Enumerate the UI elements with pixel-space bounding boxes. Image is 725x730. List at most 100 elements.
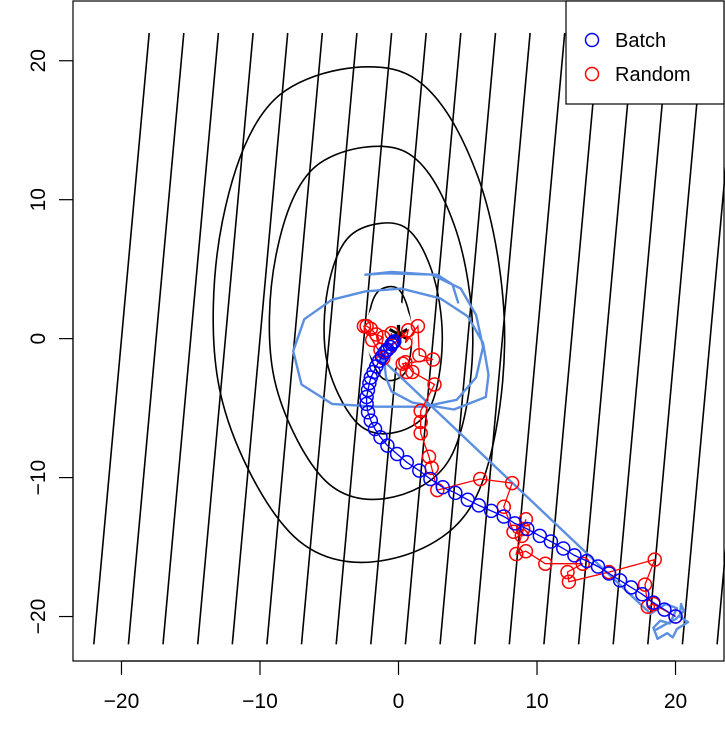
x-tick-label-2: 0 [393,690,405,713]
random-point-12 [508,546,524,562]
random-point-35 [400,323,416,338]
trace-line-layer [292,270,690,640]
legend-label-batch: Batch [615,30,666,52]
y-tick-label-2: 0 [27,333,50,345]
batch-point-31 [359,396,374,412]
contour-line-6 [266,32,324,645]
trace-line [292,270,690,640]
batch-point-1 [668,609,683,624]
random-point-5 [647,552,662,567]
random-point-32 [412,348,427,363]
contour-line-8 [335,32,393,645]
batch-point-28 [367,421,383,437]
batch-point-9 [579,553,595,569]
contour-line-14 [543,32,601,645]
batch-point-20 [448,485,463,501]
random-point-17 [496,499,512,515]
batch-point-10 [567,548,582,563]
random-point-24 [413,414,428,430]
legend-marker-batch [584,32,600,48]
batch-point-44 [385,335,401,351]
random-point-10 [538,556,553,571]
batch-point-16 [496,509,512,524]
batch-point-14 [520,521,535,537]
legend: Batch Random [565,0,725,105]
batch-point-23 [412,463,427,478]
batch-point-5 [623,580,639,595]
contour-line-18 [681,166,725,645]
x-tick-label-4: 20 [664,690,687,713]
contour-line-10 [404,32,462,645]
random-point-27 [405,364,420,380]
contour-line-5 [231,32,289,645]
contour-ring-4 [212,66,506,564]
random-point-26 [427,377,442,392]
random-point-25 [413,403,428,419]
batch-path [365,340,676,618]
random-point-42 [356,318,372,334]
batch-point-30 [360,405,376,420]
batch-point-13 [532,528,548,544]
batch-point-2 [657,602,672,617]
batch-point-15 [507,516,523,531]
random-point-18 [504,475,520,491]
y-tick-label-4: 20 [27,49,50,72]
contour-line-4 [196,32,254,645]
contour-line-15 [577,32,635,645]
random-point-45 [384,325,399,341]
batch-point-17 [484,503,499,519]
random-point-16 [506,524,521,540]
y-axis: −20 −10 0 10 20 [27,49,74,635]
legend-marker-random [584,66,600,82]
x-axis: −20 −10 0 10 20 [104,660,687,713]
x-tick-label-0: −20 [104,690,140,713]
contour-line-2 [127,32,185,645]
y-tick-label-1: −10 [27,460,50,496]
batch-point-43 [384,336,399,352]
contour-line-12 [473,32,531,645]
contour-line-11 [439,32,497,645]
batch-point-32 [359,389,374,405]
random-point-30 [395,356,410,371]
batch-point-6 [612,573,628,588]
legend-box [565,0,725,105]
contour-line-13 [508,32,566,645]
batch-point-22 [423,471,438,487]
batch-point-45 [387,334,402,349]
legend-label-random: Random [615,64,691,86]
batch-point-24 [399,455,415,470]
y-tick-label-0: −20 [27,599,50,635]
random-point-4 [637,577,653,592]
contour-line-16 [612,32,670,645]
x-tick-label-3: 10 [525,690,548,713]
contour-line-7 [300,32,358,645]
random-point-29 [399,364,415,380]
random-point-31 [425,352,441,367]
contour-line-3 [162,32,220,645]
batch-series-layer [359,334,683,624]
random-point-23 [413,425,428,441]
random-point-19 [472,471,488,487]
random-point-7 [561,574,577,590]
random-point-11 [518,543,534,559]
random-point-33 [410,318,426,334]
batch-point-4 [635,587,650,602]
random-point-22 [421,449,437,464]
batch-point-3 [646,595,661,610]
contour-line-17 [647,32,704,645]
x-tick-label-1: −10 [242,690,278,713]
random-point-43 [364,332,380,348]
batch-point-7 [601,566,617,581]
random-point-8 [560,564,575,580]
random-point-40 [363,321,379,337]
batch-point-29 [363,413,379,428]
batch-point-11 [556,541,571,556]
batch-point-21 [435,480,451,495]
contour-line-1 [93,32,150,645]
y-tick-label-3: 10 [27,188,50,211]
batch-point-19 [460,492,476,508]
batch-point-25 [389,446,405,462]
contour-ring-2 [323,222,444,435]
random-series-layer [356,318,683,624]
